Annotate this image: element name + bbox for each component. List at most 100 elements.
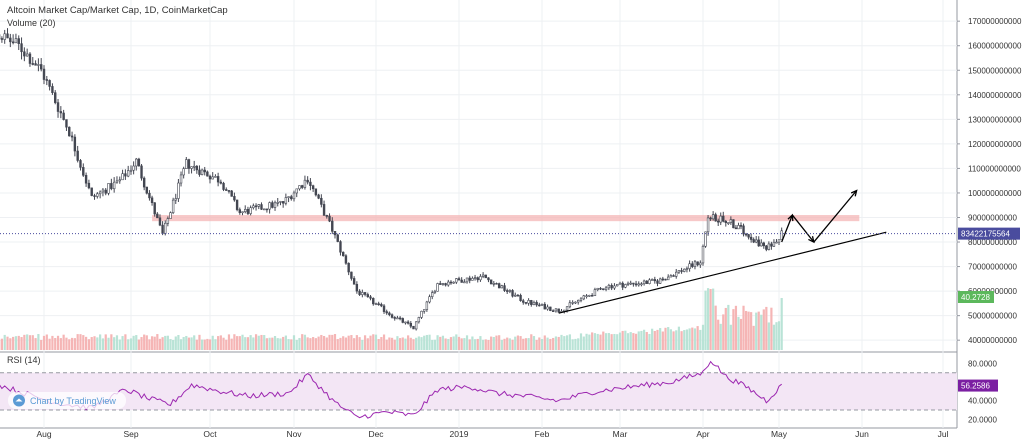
volume-bar <box>563 336 565 350</box>
candle-body <box>520 295 522 300</box>
candle-body <box>439 283 441 284</box>
candle-body <box>105 190 107 193</box>
y-tick-label: 100000000000 <box>968 189 1022 198</box>
candle <box>474 275 476 281</box>
candle-body <box>667 277 669 280</box>
candle <box>689 260 691 271</box>
candle-body <box>277 202 279 203</box>
volume-bar <box>127 339 129 350</box>
volume-bar <box>662 332 664 350</box>
volume-bar <box>727 305 729 350</box>
candle-body <box>533 302 535 304</box>
candle-body <box>394 317 396 318</box>
volume-bar <box>745 311 747 350</box>
volume-bar <box>555 336 557 350</box>
volume-bar <box>583 337 585 350</box>
volume-bar <box>755 313 757 350</box>
candle <box>627 282 629 286</box>
rsi-tick-label: 80.0000 <box>968 359 997 368</box>
volume-bar <box>113 337 115 350</box>
candle <box>175 194 177 204</box>
volume-bar <box>418 336 420 350</box>
candle-body <box>375 304 377 305</box>
candle-body <box>488 278 490 280</box>
volume-bar <box>442 336 444 350</box>
candle <box>591 293 593 296</box>
candle <box>122 170 124 180</box>
candle-body <box>185 160 187 169</box>
candle-body <box>180 175 182 183</box>
volume-bar <box>471 336 473 350</box>
candle <box>296 189 298 197</box>
candle-body <box>285 198 287 204</box>
volume-bar <box>569 334 571 350</box>
candle-body <box>712 215 714 219</box>
candle-body <box>649 280 651 284</box>
volume-bar <box>410 338 412 350</box>
candle-body <box>108 183 110 193</box>
candle <box>458 277 460 281</box>
candle-body <box>356 284 358 291</box>
candle-body <box>102 190 104 192</box>
candle <box>91 188 93 196</box>
volume-bar <box>102 338 104 350</box>
volume-bar <box>436 335 438 350</box>
volume-bar <box>675 330 677 350</box>
candle-body <box>722 216 724 221</box>
volume-bar <box>298 338 300 350</box>
candle <box>138 158 140 167</box>
candle <box>88 180 90 190</box>
candle <box>504 283 506 292</box>
candle <box>378 302 380 306</box>
candle-body <box>209 176 211 179</box>
y-tick-label: 140000000000 <box>968 91 1022 100</box>
candle-body <box>7 34 9 38</box>
volume-bar <box>704 291 706 350</box>
candle <box>149 190 151 201</box>
volume-bar <box>54 338 56 350</box>
volume-bar <box>659 328 661 350</box>
volume-bar <box>88 339 90 350</box>
volume-bar <box>715 306 717 350</box>
candle <box>763 242 765 249</box>
y-tick-label: 90000000000 <box>968 213 1017 222</box>
candle <box>141 164 143 181</box>
candle-body <box>735 228 737 229</box>
candle-body <box>474 278 476 279</box>
volume-bar <box>750 312 752 350</box>
last-price-label: 83422175564 <box>961 230 1010 239</box>
candle-body <box>49 80 51 86</box>
volume-bar <box>348 336 350 350</box>
volume-bar <box>183 337 185 350</box>
tradingview-watermark[interactable]: Chart by TradingView <box>8 392 126 409</box>
candle <box>293 191 295 202</box>
candle-body <box>242 212 244 213</box>
candle-body <box>525 302 527 303</box>
rsi-tick-label: 40.0000 <box>968 397 997 406</box>
candle-body <box>504 286 506 291</box>
candle <box>651 278 653 280</box>
candle <box>616 284 618 286</box>
candle <box>201 169 203 176</box>
volume-bar <box>342 336 344 350</box>
candle-body <box>445 283 447 285</box>
volume-bar <box>110 334 112 350</box>
candle <box>778 239 780 244</box>
volume-bar <box>498 335 500 350</box>
volume-bar <box>689 328 691 350</box>
candle-body <box>493 283 495 284</box>
candle <box>466 278 468 284</box>
volume-bar <box>394 340 396 350</box>
volume-bar <box>428 335 430 350</box>
candle <box>697 261 699 266</box>
candle-body <box>60 111 62 113</box>
volume-bar <box>378 339 380 350</box>
volume-bar <box>544 335 546 350</box>
candle-body <box>364 292 366 294</box>
volume-bar <box>77 334 79 350</box>
volume-bar <box>372 334 374 350</box>
candle <box>480 274 482 282</box>
volume-bar <box>225 340 227 350</box>
volume-bar <box>9 338 11 350</box>
volume-bar <box>699 330 701 350</box>
